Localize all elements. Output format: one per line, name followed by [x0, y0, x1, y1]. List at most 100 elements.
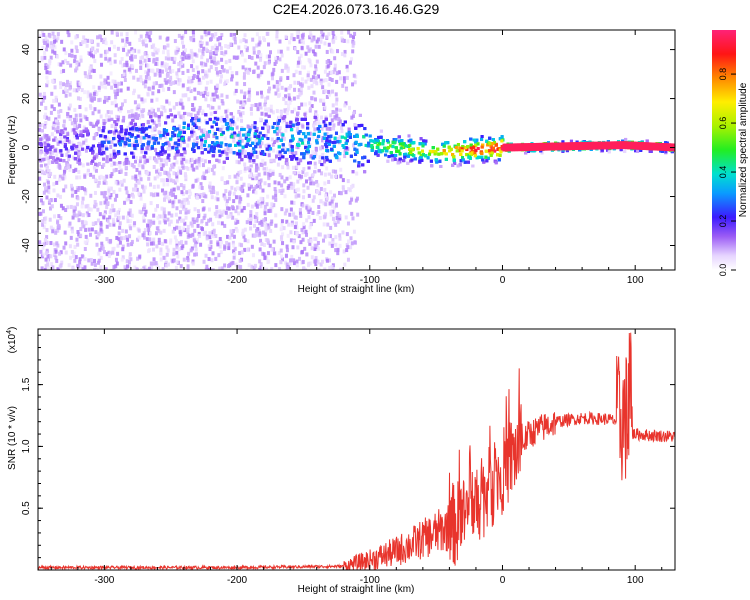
heatmap-cell [38, 176, 42, 181]
heatmap-cell [334, 203, 338, 208]
heatmap-cell [168, 222, 172, 227]
heatmap-cell [195, 217, 199, 222]
heatmap-cell [171, 204, 175, 209]
heatmap-cell [78, 104, 82, 109]
heatmap-cell [297, 193, 301, 198]
heatmap-cell [76, 96, 80, 101]
heatmap-cell [99, 265, 103, 270]
heatmap-cell [45, 195, 49, 200]
heatmap-cell [72, 212, 76, 217]
heatmap-cell [106, 110, 110, 115]
heatmap-cell [72, 117, 76, 122]
heatmap-cell [175, 75, 179, 80]
heatmap-cell [343, 262, 347, 267]
heatmap-cell [172, 247, 176, 252]
heatmap-cell [200, 91, 204, 96]
heatmap-cell [243, 58, 247, 63]
heatmap-cell [212, 231, 216, 236]
heatmap-cell [277, 115, 281, 120]
heatmap-cell [265, 31, 269, 36]
heatmap-cell [302, 137, 306, 142]
heatmap-cell [56, 164, 60, 169]
heatmap-cell [154, 158, 158, 163]
heatmap-cell [68, 244, 72, 249]
heatmap-cell [94, 268, 98, 270]
heatmap-cell [246, 166, 250, 171]
heatmap-cell [216, 60, 220, 65]
heatmap-cell [338, 243, 342, 248]
heatmap-cell [41, 45, 45, 50]
heatmap-cell [233, 187, 237, 192]
heatmap-cell [162, 207, 166, 212]
heatmap-cell [331, 89, 335, 94]
heatmap-cell [70, 249, 74, 254]
heatmap-cell [110, 40, 114, 45]
heatmap-cell [329, 190, 333, 195]
heatmap-cell [181, 198, 185, 203]
heatmap-cell [57, 214, 61, 219]
heatmap-cell [95, 242, 99, 247]
heatmap-cell [224, 148, 228, 153]
heatmap-cell [271, 171, 275, 176]
heatmap-cell [298, 60, 302, 65]
heatmap-cell [338, 135, 342, 140]
heatmap-cell [291, 185, 295, 190]
heatmap-cell [299, 53, 303, 58]
heatmap-cell [77, 62, 81, 67]
heatmap-cell [83, 247, 87, 252]
heatmap-cell [189, 234, 193, 239]
heatmap-cell [97, 180, 101, 185]
heatmap-cell [144, 43, 148, 48]
heatmap-cell [321, 249, 325, 254]
heatmap-cell [47, 161, 51, 166]
heatmap-cell [269, 206, 273, 211]
heatmap-cell [293, 80, 297, 85]
heatmap-cell [213, 152, 217, 157]
heatmap-cell [227, 206, 231, 211]
heatmap-cell [315, 59, 319, 64]
heatmap-cell [112, 189, 116, 194]
heatmap-cell [276, 84, 280, 89]
heatmap-cell [263, 61, 267, 66]
heatmap-cell [348, 105, 352, 110]
heatmap-cell [49, 225, 53, 230]
heatmap-cell [267, 176, 271, 181]
heatmap-cell [55, 153, 59, 158]
heatmap-cell [302, 65, 306, 70]
heatmap-cell [201, 207, 205, 212]
heatmap-cell [346, 146, 350, 151]
heatmap-cell [186, 268, 190, 270]
heatmap-cell [212, 171, 216, 176]
heatmap-cell [92, 85, 96, 90]
heatmap-cell [112, 265, 116, 270]
heatmap-cell [334, 116, 338, 121]
heatmap-cell [97, 258, 101, 263]
heatmap-cell [229, 42, 233, 47]
heatmap-cell [140, 78, 144, 83]
heatmap-cell [64, 93, 68, 98]
heatmap-cell [206, 58, 210, 63]
heatmap-cell [72, 208, 76, 213]
heatmap-cell [104, 113, 108, 118]
heatmap-cell [197, 231, 201, 236]
heatmap-cell [75, 213, 79, 218]
heatmap-cell [186, 143, 190, 148]
heatmap-cell [107, 188, 111, 193]
heatmap-cell [46, 265, 50, 270]
heatmap-cell [327, 136, 331, 141]
heatmap-cell [288, 175, 292, 180]
heatmap-cell [205, 80, 209, 85]
heatmap-cell [133, 115, 137, 120]
heatmap-cell [44, 185, 48, 190]
heatmap-cell [292, 73, 296, 78]
heatmap-cell [311, 49, 315, 54]
heatmap-cell [178, 225, 182, 230]
heatmap-cell [281, 165, 285, 170]
heatmap-cell [196, 70, 200, 75]
heatmap-cell [338, 216, 342, 221]
heatmap-cell [249, 111, 253, 116]
heatmap-cell [190, 223, 194, 228]
heatmap-cell [226, 79, 230, 84]
heatmap-cell [292, 96, 296, 101]
heatmap-cell [107, 81, 111, 86]
